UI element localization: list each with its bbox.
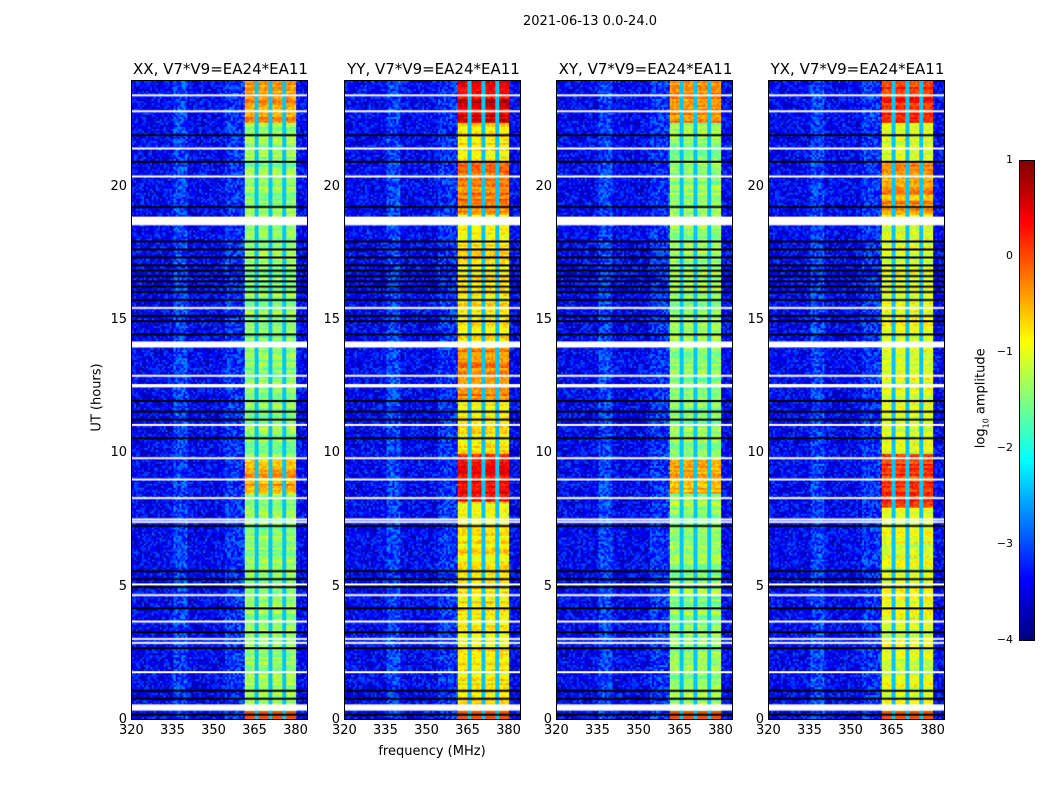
x-axis-label: frequency (MHz) <box>378 744 486 759</box>
x-tick-label: 320 <box>756 723 781 738</box>
heatmap-image <box>557 81 732 719</box>
y-tick-label: 5 <box>118 578 127 594</box>
x-tick-label: 320 <box>332 723 357 738</box>
y-tick-label: 10 <box>110 445 127 461</box>
y-tick-label: 10 <box>535 445 552 461</box>
colorbar-tick-label: −3 <box>996 537 1013 550</box>
y-tick-label: 0 <box>543 712 552 727</box>
y-tick-label: 10 <box>323 445 340 461</box>
x-tick-label: 335 <box>160 723 185 738</box>
y-tick-label: 5 <box>543 578 552 594</box>
heatmap-image <box>345 81 520 719</box>
colorbar-tick-label: 1 <box>1006 153 1013 166</box>
colorbar-tick-label: 0 <box>1006 249 1013 262</box>
x-tick-label: 320 <box>119 723 144 738</box>
y-tick-label: 20 <box>747 178 764 194</box>
x-tick-label: 335 <box>585 723 610 738</box>
x-tick-label: 350 <box>414 723 439 738</box>
panel-yx: YX, V7*V9=EA24*EA11 <box>768 60 945 720</box>
x-tick-label: 365 <box>667 723 692 738</box>
y-tick-label: 15 <box>747 312 764 327</box>
x-tick-label: 365 <box>242 723 267 738</box>
heatmap-image <box>769 81 944 719</box>
x-tick-label: 365 <box>879 723 904 738</box>
x-tick-label: 350 <box>201 723 226 738</box>
x-tick-label: 320 <box>544 723 569 738</box>
panel-title: YY, V7*V9=EA24*EA11 <box>347 60 520 78</box>
panel-title: XX, V7*V9=EA24*EA11 <box>133 60 308 78</box>
y-tick-label: 20 <box>110 178 127 194</box>
y-tick-label: 5 <box>755 578 764 594</box>
heatmap-image <box>132 81 307 719</box>
panel-title: XY, V7*V9=EA24*EA11 <box>558 60 733 78</box>
x-tick-label: 380 <box>283 723 308 738</box>
colorbar <box>1019 160 1035 641</box>
x-tick-label: 350 <box>838 723 863 738</box>
y-tick-label: 20 <box>323 178 340 194</box>
panel-title: YX, V7*V9=EA24*EA11 <box>770 60 945 78</box>
x-tick-label: 335 <box>373 723 398 738</box>
panel-xx: XX, V7*V9=EA24*EA11 <box>131 60 308 720</box>
colorbar-tick-label: −1 <box>996 345 1013 358</box>
x-tick-label: 350 <box>626 723 651 738</box>
colorbar-gradient <box>1020 161 1034 640</box>
y-tick-label: 20 <box>535 178 552 194</box>
y-tick-label: 5 <box>331 578 340 594</box>
y-tick-label: 0 <box>331 712 340 727</box>
x-tick-label: 380 <box>496 723 521 738</box>
y-tick-label: 10 <box>747 445 764 461</box>
y-tick-label: 15 <box>323 312 340 327</box>
colorbar-tick-label: −2 <box>996 441 1013 454</box>
panel-yy: YY, V7*V9=EA24*EA11 <box>344 60 521 720</box>
colorbar-tick-label: −4 <box>996 633 1013 646</box>
y-tick-label: 0 <box>118 712 127 727</box>
y-tick-label: 15 <box>535 312 552 327</box>
x-tick-label: 335 <box>797 723 822 738</box>
x-tick-label: 380 <box>708 723 733 738</box>
panel-xy: XY, V7*V9=EA24*EA11 <box>556 60 733 720</box>
x-tick-label: 380 <box>920 723 945 738</box>
y-tick-label: 15 <box>110 312 127 327</box>
x-tick-label: 365 <box>455 723 480 738</box>
figure-title: 2021-06-13 0.0-24.0 <box>523 14 657 29</box>
y-tick-label: 0 <box>755 712 764 727</box>
y-axis-label: UT (hours) <box>89 363 105 432</box>
